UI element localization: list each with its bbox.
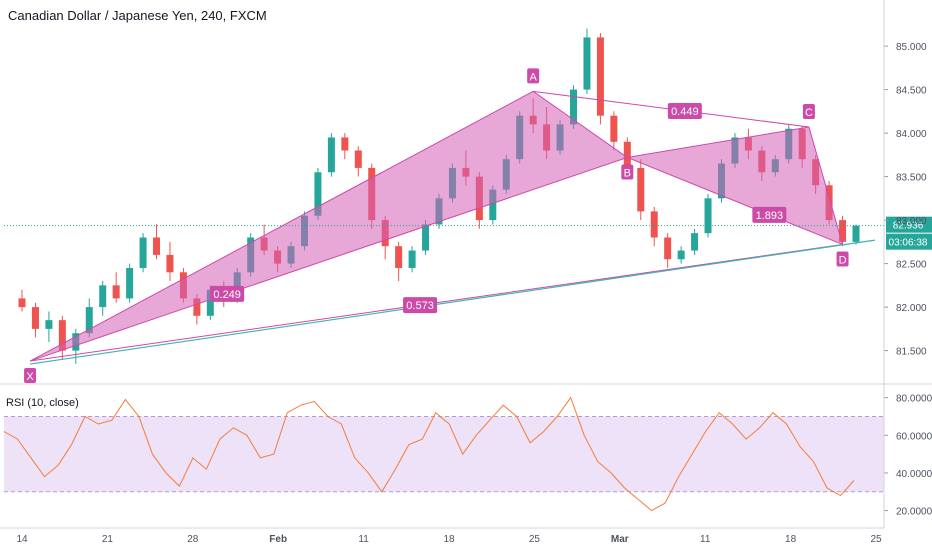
point-label-box-d [836, 251, 849, 267]
ratio-box [210, 285, 245, 302]
ratio-label: 0.573 [406, 300, 434, 312]
time-axis-label: 18 [785, 534, 797, 545]
price-axis-label: 82.000 [896, 303, 927, 314]
price-axis-label: 83.000 [896, 216, 927, 227]
candle-body [193, 298, 201, 316]
candle-body [31, 307, 39, 329]
time-axis-label: 28 [187, 534, 199, 545]
ratio-box [752, 206, 787, 223]
candle-body [58, 320, 66, 351]
candle-body [650, 211, 658, 238]
candle-body [408, 250, 416, 268]
point-label-box-x [24, 368, 37, 384]
time-axis-label: 18 [443, 534, 455, 545]
rsi-title: RSI (10, close) [6, 397, 79, 409]
candle-body [677, 250, 685, 260]
price-axis-label: 84.000 [896, 129, 927, 140]
point-label-c: C [805, 107, 813, 119]
candle-body [704, 198, 712, 234]
countdown-text: 03:06:38 [889, 238, 928, 249]
pattern-triangle-xab [29, 90, 629, 362]
candle-body [583, 37, 591, 90]
rsi-line [3, 396, 855, 512]
ratio-label: 0.249 [213, 289, 241, 301]
price-axis-label: 83.500 [896, 173, 927, 184]
candle-body [839, 220, 847, 242]
candle-body [664, 237, 672, 260]
price-axis-label: 85.000 [896, 42, 927, 53]
candle-body [85, 307, 93, 334]
point-label-b: B [624, 167, 631, 179]
point-label-d: D [839, 254, 847, 266]
price-axis-label: 81.500 [896, 347, 927, 358]
ratio-box [403, 297, 438, 314]
candle-body [327, 137, 335, 173]
candle-body [354, 150, 362, 168]
countdown-badge [886, 233, 932, 250]
candle-body [637, 167, 645, 212]
time-axis-label: 21 [102, 534, 114, 545]
time-axis-label: 25 [529, 534, 541, 545]
time-axis-label: 11 [358, 534, 369, 545]
candle-body [852, 225, 860, 242]
candle-body [314, 172, 322, 216]
candle-body [489, 189, 497, 221]
time-axis-label: 14 [16, 534, 28, 545]
candle-body [596, 37, 604, 116]
rsi-axis-label: 80.0000 [896, 394, 932, 405]
candle-body [139, 237, 147, 268]
rsi-axis-label: 60.0000 [896, 431, 932, 442]
ratio-label: 1.893 [756, 210, 784, 222]
point-label-box-c [802, 104, 815, 120]
point-label-box-a [527, 68, 540, 84]
last-price-text: 82.936 [893, 221, 924, 232]
candle-body [45, 320, 53, 329]
rsi-band [4, 416, 884, 492]
rsi-axis-label: 40.0000 [896, 469, 932, 480]
chart-title: Canadian Dollar / Japanese Yen, 240, FXC… [8, 8, 267, 23]
candle-body [341, 137, 349, 151]
point-label-box-b [621, 164, 634, 180]
time-axis-label: 25 [870, 534, 882, 545]
candle-body [422, 224, 430, 251]
candle-body [206, 289, 214, 316]
point-label-x: X [26, 371, 34, 383]
pattern-triangle-bcd [625, 126, 844, 246]
candle-body [153, 237, 161, 255]
candle-body [691, 233, 699, 251]
price-axis-label: 84.500 [896, 86, 927, 97]
last-price-badge [886, 216, 932, 233]
time-axis-label: 11 [700, 534, 711, 545]
point-label-a: A [529, 71, 537, 83]
rsi-axis-label: 20.0000 [896, 507, 932, 518]
ratio-box [667, 102, 702, 119]
candle-body [395, 246, 403, 268]
rsi-layer [3, 396, 884, 512]
candle-body [126, 267, 134, 299]
candle-body [570, 89, 578, 125]
candle-body [166, 254, 174, 273]
candle-body [610, 115, 618, 142]
candle-body [623, 141, 631, 168]
harmonic-pattern-layer: X A B C D 0.249 0.449 1.893 0.573 [24, 68, 876, 384]
time-axis-label: Mar [611, 534, 629, 545]
candle-body [99, 285, 107, 308]
ratio-label: 0.449 [671, 106, 699, 118]
candle-body [18, 298, 26, 308]
trendline [29, 239, 876, 365]
price-axis-label: 82.500 [896, 260, 927, 271]
candle-body [112, 285, 120, 299]
time-axis-label: Feb [269, 534, 287, 545]
